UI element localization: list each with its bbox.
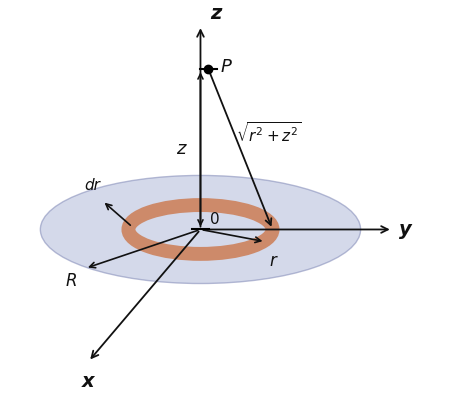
- Text: z: z: [211, 5, 222, 23]
- Text: y: y: [399, 220, 412, 239]
- Text: z: z: [176, 141, 185, 158]
- Text: r: r: [269, 252, 276, 270]
- Text: R: R: [66, 272, 77, 291]
- Text: x: x: [82, 372, 95, 390]
- Text: dr: dr: [85, 178, 100, 193]
- Text: P: P: [220, 58, 232, 76]
- Text: 0: 0: [211, 212, 220, 227]
- Text: $\sqrt{r^2+z^2}$: $\sqrt{r^2+z^2}$: [236, 122, 301, 145]
- Ellipse shape: [40, 175, 360, 284]
